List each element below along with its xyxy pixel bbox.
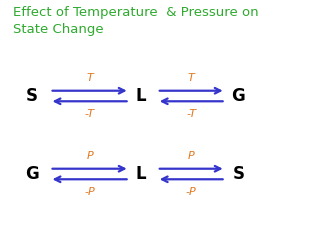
Text: -T: -T: [186, 108, 196, 119]
Text: P: P: [188, 151, 195, 162]
Text: T: T: [86, 73, 93, 84]
Text: T: T: [188, 73, 195, 84]
Text: G: G: [232, 87, 245, 105]
Text: S: S: [232, 165, 244, 183]
Text: G: G: [25, 165, 39, 183]
Text: -P: -P: [186, 186, 196, 197]
Text: -T: -T: [84, 108, 95, 119]
Text: Effect of Temperature  & Pressure on
State Change: Effect of Temperature & Pressure on Stat…: [13, 6, 259, 36]
Text: L: L: [135, 165, 146, 183]
Text: P: P: [86, 151, 93, 162]
Text: -P: -P: [84, 186, 95, 197]
Text: S: S: [26, 87, 38, 105]
Text: L: L: [135, 87, 146, 105]
